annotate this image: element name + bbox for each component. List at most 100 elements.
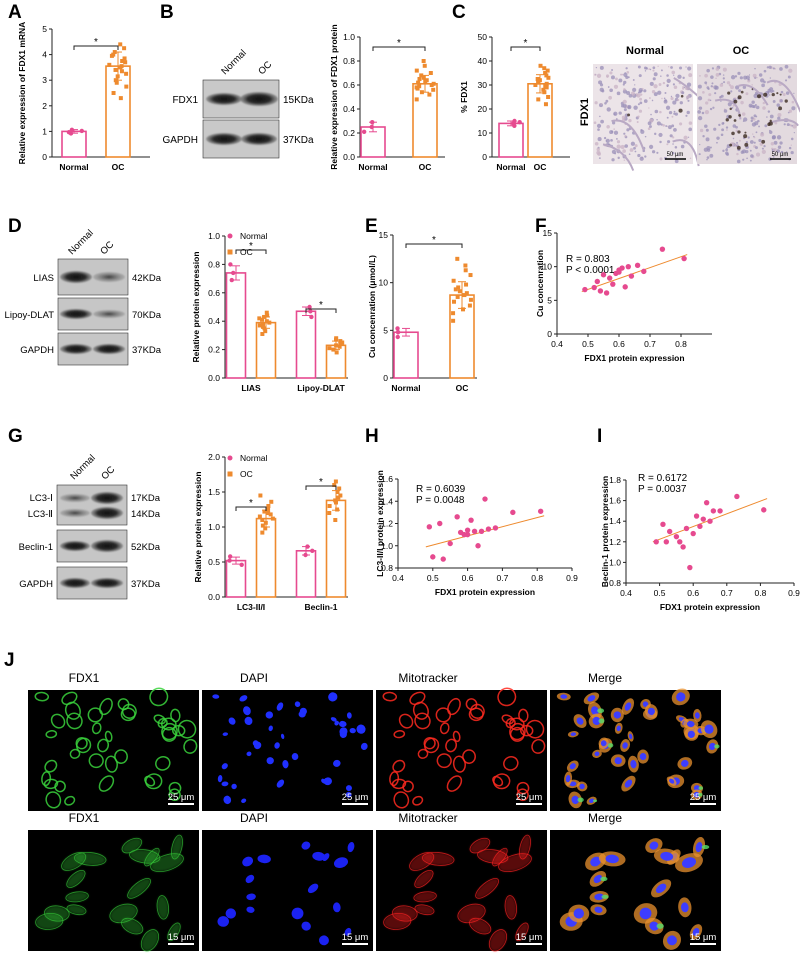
data-point — [228, 262, 233, 267]
y-tick-label: 0.5 — [208, 557, 220, 567]
y-tick-label: 1.6 — [381, 474, 393, 484]
x-tick-label: 0.6 — [687, 588, 699, 598]
legend-label: Normal — [240, 231, 268, 241]
data-point — [462, 293, 467, 298]
x-tick-label: LC3-II/I — [237, 602, 265, 612]
data-point — [437, 520, 443, 527]
y-tick-label: 1.4 — [609, 516, 621, 526]
y-tick-label: 10 — [543, 262, 553, 272]
data-point — [677, 539, 683, 545]
data-point — [265, 313, 270, 318]
y-tick-label: 1.2 — [609, 537, 621, 547]
data-point — [414, 68, 419, 73]
significance-star: * — [319, 477, 323, 488]
data-point — [464, 527, 471, 533]
blot-g-row-lc3-1: LC3-Ⅰ — [30, 493, 53, 504]
data-point — [641, 268, 647, 275]
bar-oc — [325, 344, 347, 379]
data-point — [451, 278, 456, 283]
significance-bracket — [235, 249, 267, 254]
bar-oc — [412, 83, 438, 158]
data-point — [700, 516, 706, 522]
data-point — [545, 68, 550, 73]
y-axis-label: Cu concenration — [535, 250, 545, 317]
chart-i: 0.8 1.0 1.2 1.4 1.6 1.8 0.4 0.5 0.6 0.7 0.8 0.9 R = … — [600, 473, 800, 612]
y-tick-label: 0.8 — [609, 578, 621, 588]
data-point — [761, 507, 767, 513]
data-point — [260, 518, 265, 522]
data-point — [327, 511, 332, 515]
data-point — [634, 262, 641, 269]
correlation-r: R = 0.6039 — [416, 484, 466, 495]
y-tick-label: 10 — [478, 128, 488, 138]
data-point — [124, 84, 129, 89]
x-tick-label: 0.6 — [613, 339, 625, 349]
x-axis-label: FDX1 protein expression — [584, 353, 684, 363]
data-point — [451, 311, 456, 316]
data-point — [681, 255, 687, 262]
y-axis-label: % FDX1 — [459, 81, 469, 113]
data-point — [464, 291, 469, 296]
y-axis-label: Relative protein expression — [193, 471, 203, 582]
bar-normal — [393, 331, 419, 379]
data-point — [440, 556, 446, 562]
data-point — [424, 78, 429, 83]
blot-d-lane-normal: Normal — [66, 228, 95, 257]
y-axis-label: LC3-II/I protein expression — [375, 470, 385, 577]
panel-label-a: A — [8, 2, 22, 23]
data-point — [417, 84, 422, 89]
y-axis-label: Relative expression of FDX1 protein — [329, 24, 339, 169]
data-point — [395, 326, 400, 331]
data-point — [680, 544, 686, 550]
fluor-title-mito-r1: Mitotracker — [398, 671, 457, 685]
y-tick-label: 0 — [547, 329, 552, 339]
data-point — [607, 275, 613, 281]
data-point — [703, 499, 710, 506]
regression-line — [581, 254, 688, 293]
data-point — [544, 73, 549, 78]
correlation-p: P < 0.0001 — [566, 265, 615, 276]
blot-b-lane-oc: OC — [256, 59, 274, 77]
data-point — [447, 540, 453, 547]
data-point — [310, 548, 315, 553]
panel-label-e: E — [365, 216, 378, 237]
data-point — [111, 91, 116, 95]
data-point — [421, 59, 426, 63]
western-blot-b: Normal OC FDX1 GAPDH 15KDa 37KDa — [162, 48, 314, 159]
legend-label: Normal — [240, 453, 268, 463]
data-point — [468, 273, 473, 278]
data-point — [452, 299, 457, 304]
data-point — [463, 263, 468, 268]
y-tick-label: 1.6 — [609, 496, 621, 506]
data-point — [264, 319, 269, 324]
data-point — [600, 272, 607, 278]
y-tick-label: 1.0 — [343, 32, 355, 42]
data-point — [543, 84, 548, 89]
y-tick-label: 2.0 — [208, 452, 220, 462]
data-point — [107, 62, 112, 67]
significance-bracket — [305, 485, 337, 490]
data-point — [111, 52, 116, 57]
data-point — [268, 512, 273, 517]
data-point — [538, 63, 543, 68]
data-point — [543, 102, 548, 107]
data-point — [227, 558, 232, 563]
fluor-scalebar-label: 15 μm — [168, 932, 195, 943]
y-tick-label: 1 — [42, 126, 47, 136]
data-point — [541, 87, 546, 92]
data-point — [431, 87, 436, 92]
legend-marker — [227, 249, 233, 255]
data-point — [333, 498, 338, 503]
fluor-scalebar-label: 25 μm — [342, 792, 369, 803]
panel-label-i: I — [597, 426, 602, 447]
significance-star: * — [249, 241, 253, 252]
panel-label-c: C — [452, 2, 466, 23]
data-point — [333, 518, 338, 522]
legend-marker — [227, 471, 233, 477]
correlation-p: P = 0.0037 — [638, 484, 687, 495]
x-tick-label: 0.8 — [754, 588, 766, 598]
data-point — [334, 350, 339, 355]
legend-marker — [227, 455, 233, 461]
data-point — [335, 507, 340, 512]
x-tick-label: OC — [419, 162, 432, 172]
